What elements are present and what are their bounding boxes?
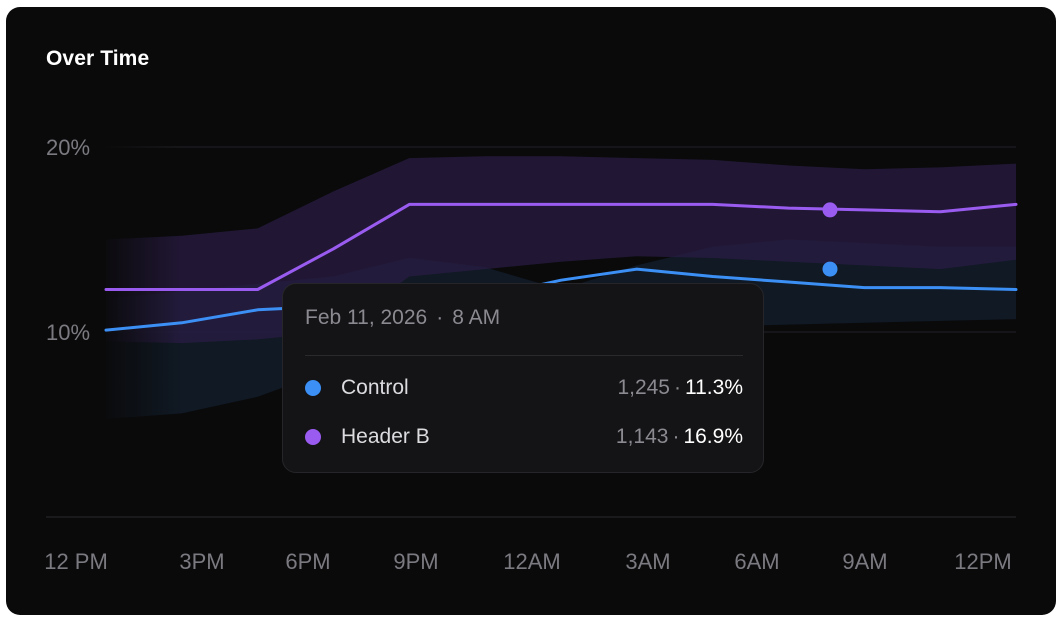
series-line-0 [104, 267, 1018, 332]
tooltip-series-name: Header B [341, 425, 430, 448]
edge-fade [101, 127, 281, 427]
tooltip-percent: 16.9% [683, 425, 743, 448]
x-tick-label: 12 PM [44, 549, 108, 574]
tooltip-date: Feb 11, 2026 [305, 306, 428, 329]
tooltip-count: 1,143 [615, 425, 669, 448]
tooltip-series-name: Control [341, 376, 409, 399]
series-color-dot [305, 380, 321, 396]
tooltip-value-separator: · [672, 425, 680, 448]
y-tick-label: 20% [46, 135, 90, 160]
tooltip-header: Feb 11, 2026 · 8 AM [305, 306, 500, 330]
x-tick-label: 9AM [842, 549, 887, 574]
tooltip-row-header-b: Header B 1,143 · 16.9% [305, 424, 743, 450]
x-tick-label: 6PM [285, 549, 330, 574]
x-tick-label: 6AM [734, 549, 779, 574]
x-tick-label: 12PM [954, 549, 1011, 574]
x-tick-label: 12AM [503, 549, 560, 574]
series-line-1 [104, 202, 1018, 291]
tooltip-time: 8 AM [452, 306, 501, 329]
chart-title: Over Time [46, 47, 150, 70]
x-tick-label: 9PM [393, 549, 438, 574]
tooltip-separator: · [436, 306, 444, 329]
tooltip-percent: 11.3% [685, 376, 743, 399]
chart-tooltip: Feb 11, 2026 · 8 AM Control 1,245 · 11.3% He… [282, 283, 764, 473]
x-tick-label: 3PM [179, 549, 224, 574]
x-tick-label: 3AM [625, 549, 670, 574]
tooltip-values: 1,143 · 16.9% [616, 425, 743, 449]
y-tick-label: 10% [46, 320, 90, 345]
hover-marker-1 [822, 202, 838, 218]
tooltip-values: 1,245 · 11.3% [617, 376, 743, 400]
tooltip-value-separator: · [674, 376, 681, 399]
chart-card: Over Time 10% 20% 12 PM 3PM 6PM 9PM 12AM 3AM 6AM… [6, 7, 1056, 615]
tooltip-row-control: Control 1,245 · 11.3% [305, 375, 743, 401]
series-color-dot [305, 429, 321, 445]
hover-marker-0 [822, 261, 838, 277]
tooltip-divider [305, 355, 743, 356]
tooltip-count: 1,245 [617, 376, 670, 399]
